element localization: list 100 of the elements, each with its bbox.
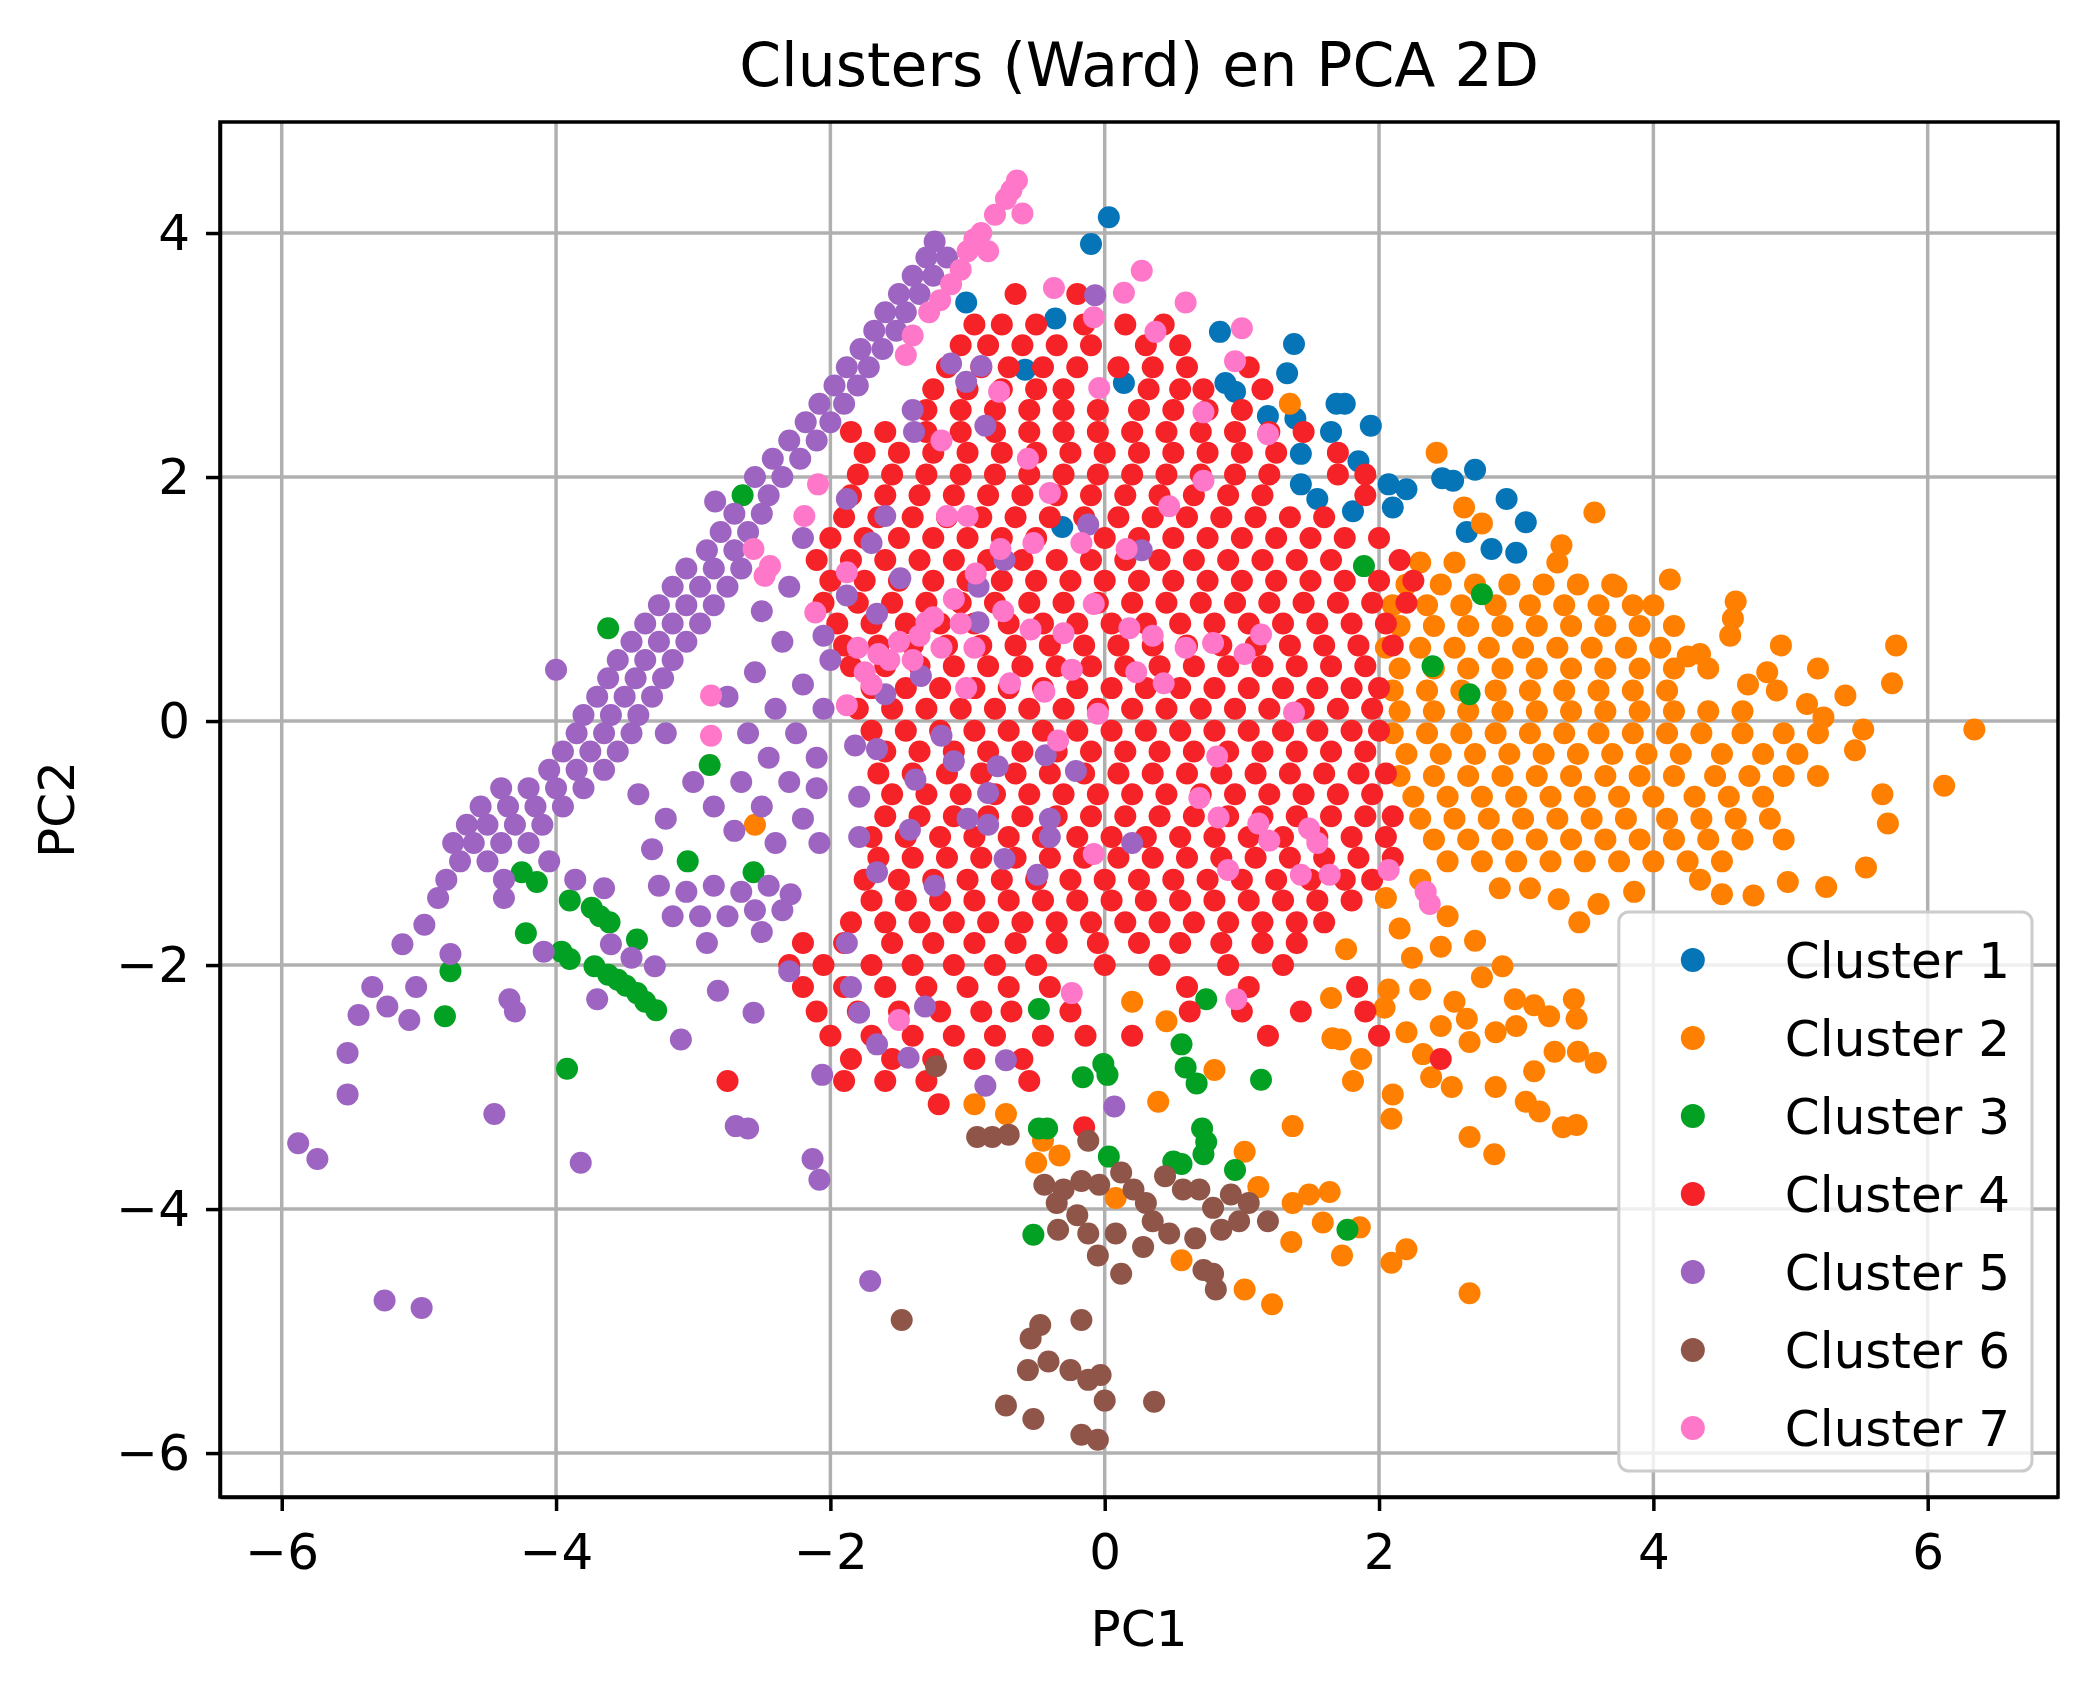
x-tick-label: −4	[519, 1522, 594, 1581]
legend-label: Cluster 2	[1784, 1010, 2010, 1068]
point	[1096, 1063, 1119, 1086]
point	[1016, 1359, 1039, 1382]
point	[625, 928, 648, 951]
point	[1192, 1143, 1215, 1166]
point	[1250, 1068, 1273, 1091]
point	[1306, 488, 1329, 510]
point	[525, 871, 548, 894]
y-tick-label: 2	[158, 447, 190, 506]
point	[1066, 1204, 1089, 1227]
point	[1470, 583, 1493, 606]
point	[1022, 1407, 1045, 1430]
point	[1077, 1222, 1100, 1245]
point	[1289, 473, 1312, 496]
point	[997, 1123, 1020, 1146]
point	[1195, 988, 1218, 1011]
y-axis-title: PC2	[28, 761, 86, 858]
point	[1070, 1309, 1093, 1332]
point	[1170, 1033, 1193, 1056]
point	[1464, 458, 1487, 481]
point	[1134, 1191, 1157, 1214]
x-tick-label: 6	[1912, 1522, 1945, 1581]
point	[1219, 1183, 1242, 1206]
point	[1289, 442, 1312, 465]
point	[1359, 414, 1382, 437]
point	[1019, 1327, 1042, 1350]
point	[925, 1055, 947, 1078]
point	[1143, 1390, 1166, 1413]
point	[1088, 1173, 1111, 1196]
legend-label: Cluster 4	[1784, 1166, 2010, 1224]
point	[598, 911, 621, 934]
point	[1110, 1161, 1133, 1184]
x-axis-title: PC1	[1090, 1600, 1188, 1658]
y-tick-label: −4	[116, 1179, 190, 1238]
point	[1093, 1389, 1116, 1412]
point	[731, 484, 754, 507]
point	[1033, 1173, 1056, 1196]
x-tick-label: −6	[245, 1522, 320, 1581]
point	[1154, 1165, 1177, 1188]
point	[1458, 683, 1481, 706]
point	[1104, 1222, 1127, 1245]
point	[1077, 1129, 1100, 1152]
point	[1495, 488, 1518, 510]
point	[433, 1005, 456, 1028]
point	[1442, 469, 1465, 492]
legend-label: Cluster 3	[1784, 1088, 2010, 1146]
point	[1210, 1218, 1233, 1241]
point	[1276, 362, 1299, 385]
point	[1097, 206, 1120, 229]
legend-label: Cluster 7	[1784, 1400, 2010, 1458]
point	[1027, 997, 1050, 1020]
point	[1089, 1363, 1112, 1386]
point	[1071, 1066, 1094, 1089]
point	[1228, 1210, 1251, 1233]
legend-label: Cluster 1	[1784, 932, 2010, 990]
point	[742, 861, 765, 884]
point	[1037, 1350, 1060, 1373]
point	[1320, 420, 1343, 443]
point	[1514, 511, 1537, 534]
point	[1336, 1218, 1359, 1241]
point	[1184, 1227, 1207, 1250]
point	[1044, 307, 1067, 330]
x-tick-label: −2	[794, 1522, 868, 1581]
point	[1185, 1072, 1208, 1095]
point	[1352, 555, 1375, 578]
x-tick-label: 0	[1089, 1522, 1122, 1581]
point	[1079, 233, 1102, 256]
point	[1086, 1244, 1109, 1267]
point	[556, 1057, 579, 1080]
y-tick-label: 4	[158, 203, 190, 262]
legend-label: Cluster 6	[1784, 1322, 2010, 1380]
legend-label: Cluster 5	[1784, 1244, 2010, 1302]
chart-title: Clusters (Ward) en PCA 2D	[739, 30, 1539, 100]
point	[1395, 478, 1418, 501]
point	[1283, 333, 1305, 356]
point	[1158, 1222, 1181, 1245]
point	[1188, 1178, 1211, 1201]
point	[1208, 320, 1231, 343]
point	[1381, 496, 1404, 519]
point	[514, 922, 537, 945]
point	[1237, 1191, 1260, 1214]
point	[1505, 541, 1528, 564]
point	[1256, 1210, 1279, 1233]
point	[1047, 1218, 1070, 1241]
point	[1341, 500, 1364, 523]
point	[1097, 1145, 1120, 1168]
y-tick-label: −6	[116, 1423, 190, 1482]
point	[1110, 1262, 1133, 1285]
point	[890, 1309, 913, 1332]
point	[1224, 380, 1247, 403]
point	[955, 291, 978, 314]
point	[1045, 1191, 1068, 1214]
point	[698, 753, 721, 776]
point	[1132, 1235, 1155, 1258]
point	[1059, 1359, 1082, 1382]
point	[1202, 1196, 1225, 1219]
point	[1022, 1223, 1045, 1246]
point	[645, 999, 668, 1022]
y-tick-label: −2	[116, 935, 190, 994]
